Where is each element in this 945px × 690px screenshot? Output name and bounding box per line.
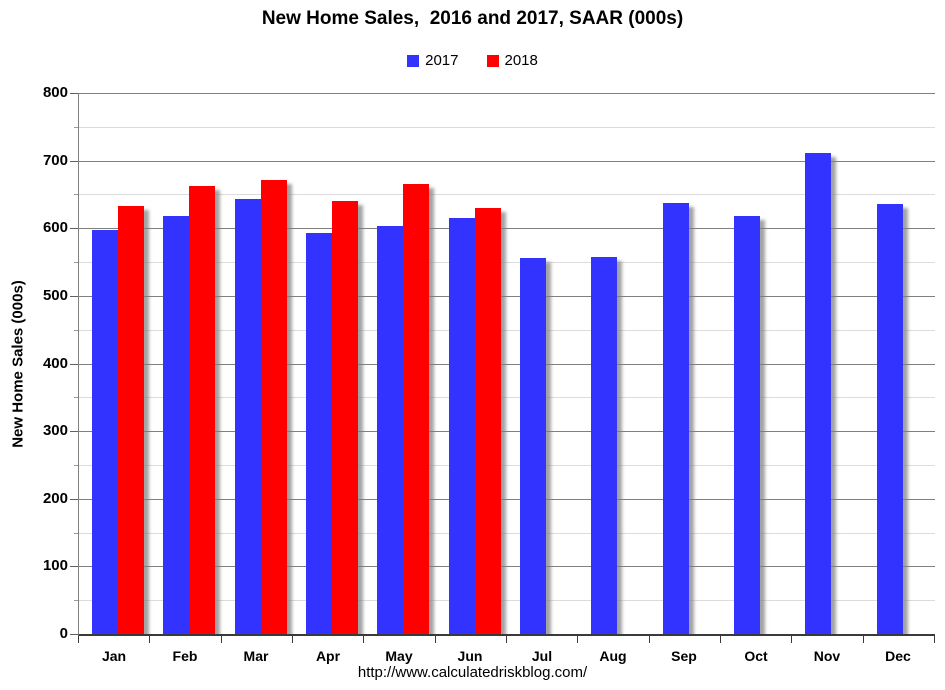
y-axis-tick-label: 800: [42, 84, 68, 101]
major-gridline: [79, 161, 935, 162]
x-axis-tick: [149, 636, 150, 643]
bar-2017-jun: [449, 218, 475, 634]
y-axis-minor-tick: [74, 194, 78, 195]
bar-2017-jan: [92, 230, 118, 634]
minor-gridline: [79, 194, 935, 195]
y-axis-minor-tick: [74, 465, 78, 466]
bar-2017-mar: [235, 199, 261, 634]
bar-2017-may: [377, 226, 403, 634]
y-axis-major-tick: [70, 228, 78, 229]
bar-2017-aug: [591, 257, 617, 634]
major-gridline: [79, 431, 935, 432]
y-axis-major-tick: [70, 566, 78, 567]
bar-2018-may: [403, 184, 429, 634]
y-axis-major-tick: [70, 634, 78, 635]
y-axis-minor-tick: [74, 533, 78, 534]
bar-2017-apr: [306, 233, 332, 634]
x-axis-label-dec: Dec: [885, 648, 911, 664]
legend-item-2018: 2018: [486, 52, 538, 69]
y-axis-major-tick: [70, 161, 78, 162]
y-axis-tick-label: 200: [42, 490, 68, 507]
y-axis-major-tick: [70, 431, 78, 432]
x-axis-label-jan: Jan: [101, 648, 127, 664]
legend-swatch-2017-icon: [407, 54, 420, 67]
x-axis-label-aug: Aug: [599, 648, 627, 664]
bar-2017-feb: [163, 216, 189, 634]
major-gridline: [79, 364, 935, 365]
x-axis-label-sep: Sep: [671, 648, 697, 664]
x-axis-label-nov: Nov: [813, 648, 841, 664]
legend-swatch-2018-icon: [486, 54, 499, 67]
source-url: http://www.calculatedriskblog.com/: [357, 664, 588, 681]
x-axis-tick: [863, 636, 864, 643]
bar-2018-feb: [189, 186, 215, 634]
x-axis-tick: [292, 636, 293, 643]
y-axis-minor-tick: [74, 330, 78, 331]
x-axis-tick: [577, 636, 578, 643]
bar-2018-jan: [118, 206, 144, 634]
legend: 2017 2018: [0, 52, 945, 69]
y-axis-minor-tick: [74, 600, 78, 601]
y-axis-minor-tick: [74, 397, 78, 398]
x-axis-tick: [720, 636, 721, 643]
minor-gridline: [79, 533, 935, 534]
y-axis-major-tick: [70, 364, 78, 365]
y-axis-tick-label: 700: [42, 152, 68, 169]
bar-2017-oct: [734, 216, 760, 634]
bar-2018-jun: [475, 208, 501, 634]
x-axis-label-jun: Jun: [457, 648, 483, 664]
minor-gridline: [79, 330, 935, 331]
bar-2018-mar: [261, 180, 287, 634]
y-axis-major-tick: [70, 499, 78, 500]
y-axis-tick-label: 0: [59, 625, 68, 642]
y-axis-minor-tick: [74, 127, 78, 128]
chart-title: New Home Sales, 2016 and 2017, SAAR (000…: [261, 8, 684, 29]
major-gridline: [79, 228, 935, 229]
major-gridline: [79, 566, 935, 567]
x-axis-label-feb: Feb: [172, 648, 198, 664]
major-gridline: [79, 93, 935, 94]
bar-2017-sep: [663, 203, 689, 634]
x-axis-label-mar: Mar: [243, 648, 269, 664]
major-gridline: [79, 296, 935, 297]
minor-gridline: [79, 127, 935, 128]
x-axis-label-apr: Apr: [315, 648, 341, 664]
x-axis-label-may: May: [385, 648, 413, 664]
x-axis-tick: [934, 636, 935, 643]
legend-item-2017: 2017: [407, 52, 459, 69]
x-axis-tick: [221, 636, 222, 643]
bar-2017-jul: [520, 258, 546, 634]
y-axis-major-tick: [70, 296, 78, 297]
bar-2017-nov: [805, 153, 831, 634]
plot-area: [78, 93, 935, 636]
legend-label-2018: 2018: [504, 52, 538, 69]
y-axis-tick-label: 500: [42, 287, 68, 304]
y-axis-tick-label: 600: [42, 219, 68, 236]
y-axis-tick-label: 400: [42, 355, 68, 372]
legend-label-2017: 2017: [425, 52, 459, 69]
bar-2018-apr: [332, 201, 358, 634]
major-gridline: [79, 499, 935, 500]
y-axis-minor-tick: [74, 262, 78, 263]
minor-gridline: [79, 397, 935, 398]
x-axis-tick: [791, 636, 792, 643]
y-axis-tick-label: 100: [42, 557, 68, 574]
x-axis-tick: [649, 636, 650, 643]
minor-gridline: [79, 262, 935, 263]
minor-gridline: [79, 465, 935, 466]
y-axis-tick-label: 300: [42, 422, 68, 439]
x-axis-label-oct: Oct: [744, 648, 768, 664]
x-axis-tick: [78, 636, 79, 643]
bar-2017-dec: [877, 204, 903, 634]
x-axis-tick: [435, 636, 436, 643]
x-axis-label-jul: Jul: [531, 648, 553, 664]
minor-gridline: [79, 600, 935, 601]
x-axis-tick: [363, 636, 364, 643]
y-axis-major-tick: [70, 93, 78, 94]
x-axis-tick: [506, 636, 507, 643]
